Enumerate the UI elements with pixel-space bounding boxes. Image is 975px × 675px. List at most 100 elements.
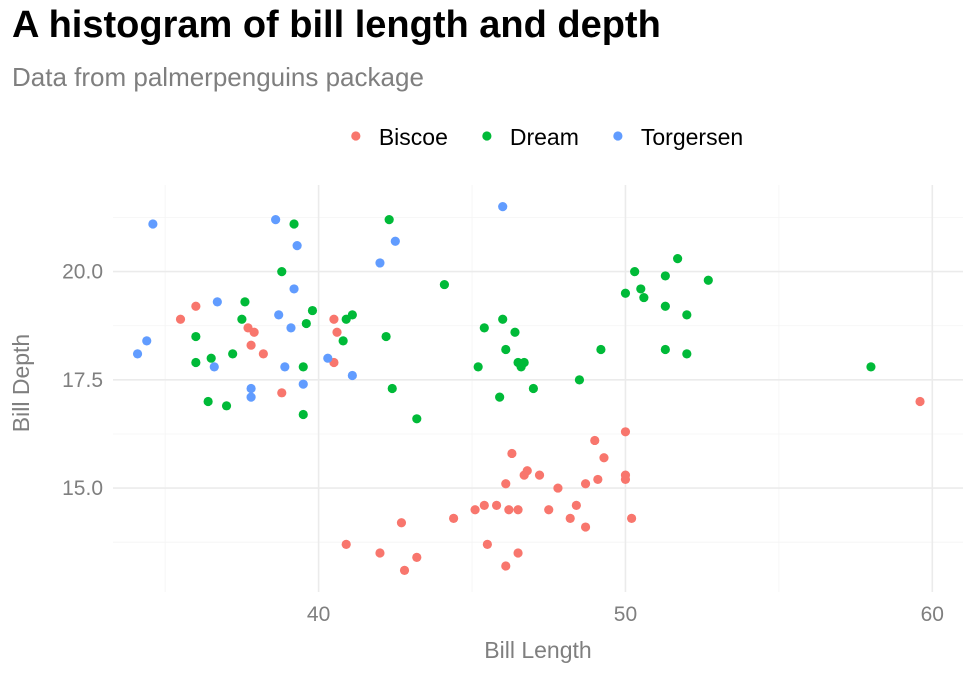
legend-key [351,131,361,141]
data-point [495,392,505,402]
data-point [565,513,575,523]
data-point [298,362,308,372]
axis-ticks: 40 50 60 15.0 17.5 20.0 [62,261,944,626]
data-point [513,548,523,558]
data-point [660,344,670,355]
data-point [470,505,480,515]
data-point [307,305,318,316]
data-point [449,513,459,523]
data-point [375,258,385,268]
data-point [228,349,238,359]
legend-key [613,131,623,141]
data-point [553,483,563,493]
data-points [132,202,925,575]
data-point [412,414,422,424]
data-point [580,479,591,489]
data-point [534,470,545,480]
data-point [473,362,483,372]
data-point [191,331,201,342]
data-point [636,284,646,294]
data-point [221,401,232,411]
series-torgersen [132,202,508,402]
data-point [381,331,391,342]
data-point [544,505,554,515]
data-point [191,301,201,311]
data-point [673,254,683,264]
data-point [240,297,250,307]
data-point [519,357,529,368]
data-point [289,284,299,294]
data-point [479,500,489,511]
grid [113,185,963,592]
data-point [510,327,520,337]
data-point [599,453,609,463]
data-point [528,383,538,394]
data-point [246,340,256,350]
y-axis-title: Bill Depth [8,334,34,432]
data-point [286,323,296,333]
data-point [203,396,213,407]
data-point [347,310,357,320]
data-point [593,474,603,485]
data-point [498,314,508,324]
data-point [866,362,876,372]
x-tick-label: 60 [921,603,944,626]
data-point [387,383,397,394]
chart-title: A histogram of bill length and depth [12,4,661,46]
data-point [237,314,247,324]
legend-label: Biscoe [379,124,448,150]
data-point [148,219,158,229]
data-point [501,344,511,355]
data-point [504,505,514,515]
data-point [292,241,302,251]
legend-item-torgersen: Torgersen [613,124,743,150]
data-point [498,202,508,212]
legend-item-biscoe: Biscoe [351,124,448,150]
data-point [482,539,492,549]
data-point [596,344,606,355]
data-point [626,513,637,523]
data-point [620,474,631,485]
data-point [332,327,342,337]
data-point [274,310,284,320]
data-point [630,266,640,277]
data-point [277,266,287,277]
data-point [390,236,400,246]
y-tick-label: 15.0 [62,477,103,500]
data-point [298,409,308,420]
data-point [639,292,649,303]
x-tick-label: 40 [307,603,330,626]
data-point [571,500,581,511]
data-point [580,522,591,532]
data-point [620,288,631,298]
data-point [522,466,532,476]
data-point [513,505,523,515]
legend-label: Dream [510,124,579,150]
y-tick-label: 20.0 [62,261,103,284]
data-point [323,353,333,363]
data-point [338,336,348,346]
data-point [375,548,385,558]
data-point [660,301,670,311]
data-point [682,349,692,359]
legend: Biscoe Dream Torgersen [351,124,743,150]
legend-key [482,131,492,141]
data-point [915,396,925,407]
chart-subtitle: Data from palmerpenguins package [12,62,424,92]
data-point [329,314,339,324]
data-point [258,349,268,359]
data-point [212,297,222,307]
data-point [574,375,585,385]
series-dream [191,215,876,424]
data-point [396,518,407,528]
data-point [347,370,357,381]
data-point [479,323,489,333]
x-axis-title: Bill Length [484,637,591,663]
y-tick-label: 17.5 [62,369,103,392]
data-point [660,271,670,281]
data-point [301,318,311,329]
data-point [682,310,692,320]
data-point [191,357,201,368]
data-point [620,427,631,437]
